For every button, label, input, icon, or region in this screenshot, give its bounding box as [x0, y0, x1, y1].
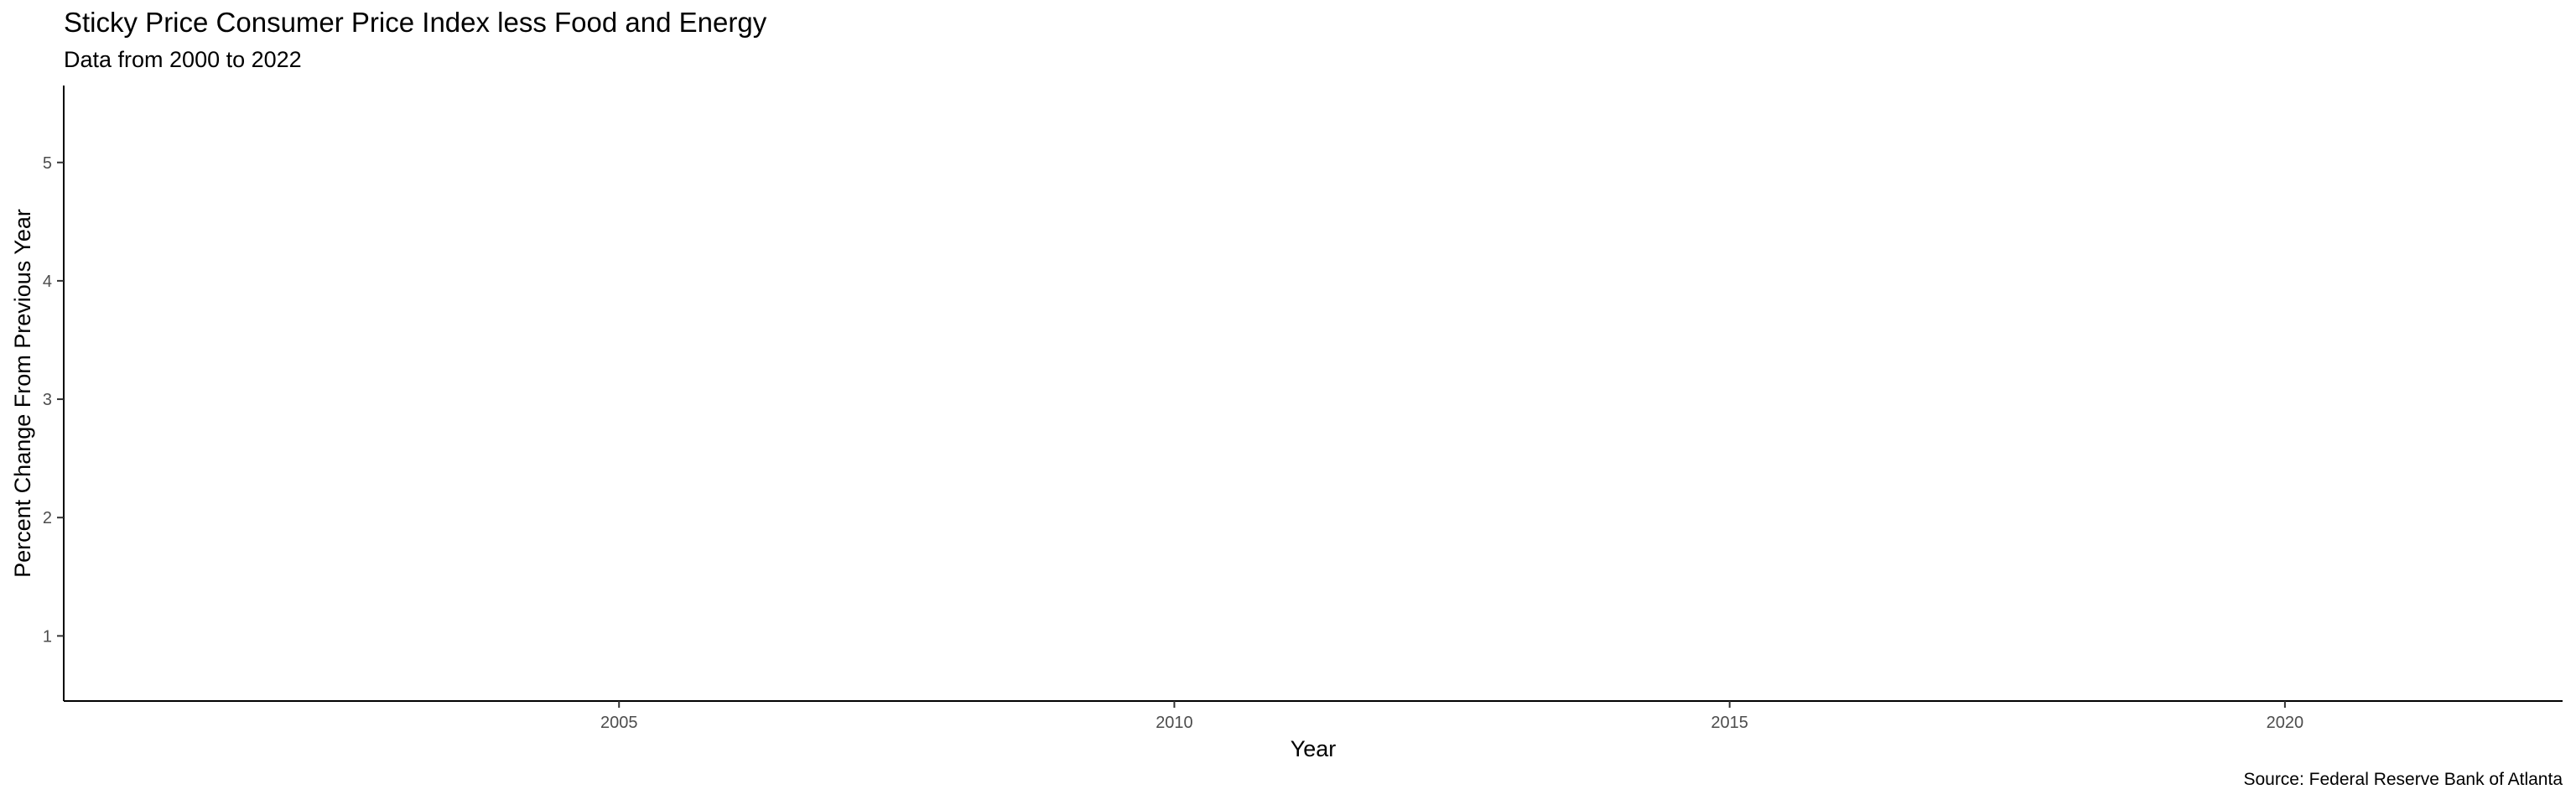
y-tick-label: 4 [43, 273, 52, 291]
x-axis-title: Year [1291, 736, 1337, 761]
y-tick-label: 3 [43, 391, 52, 409]
x-axis-ticks: 2005 2010 2015 2020 [600, 701, 2303, 732]
x-tick-label: 2015 [1711, 714, 1748, 732]
y-tick-label: 2 [43, 509, 52, 527]
chart-title: Sticky Price Consumer Price Index less F… [64, 7, 767, 38]
x-tick-label: 2005 [600, 714, 638, 732]
source-caption: Source: Federal Reserve Bank of Atlanta [2243, 770, 2563, 789]
y-tick-label: 5 [43, 154, 52, 173]
y-axis-title: Percent Change From Previous Year [10, 209, 35, 578]
x-tick-label: 2010 [1156, 714, 1193, 732]
y-tick-label: 1 [43, 627, 52, 646]
y-axis-ticks: 1 2 3 4 5 [43, 154, 64, 646]
x-tick-label: 2020 [2267, 714, 2304, 732]
chart-subtitle: Data from 2000 to 2022 [64, 47, 302, 72]
